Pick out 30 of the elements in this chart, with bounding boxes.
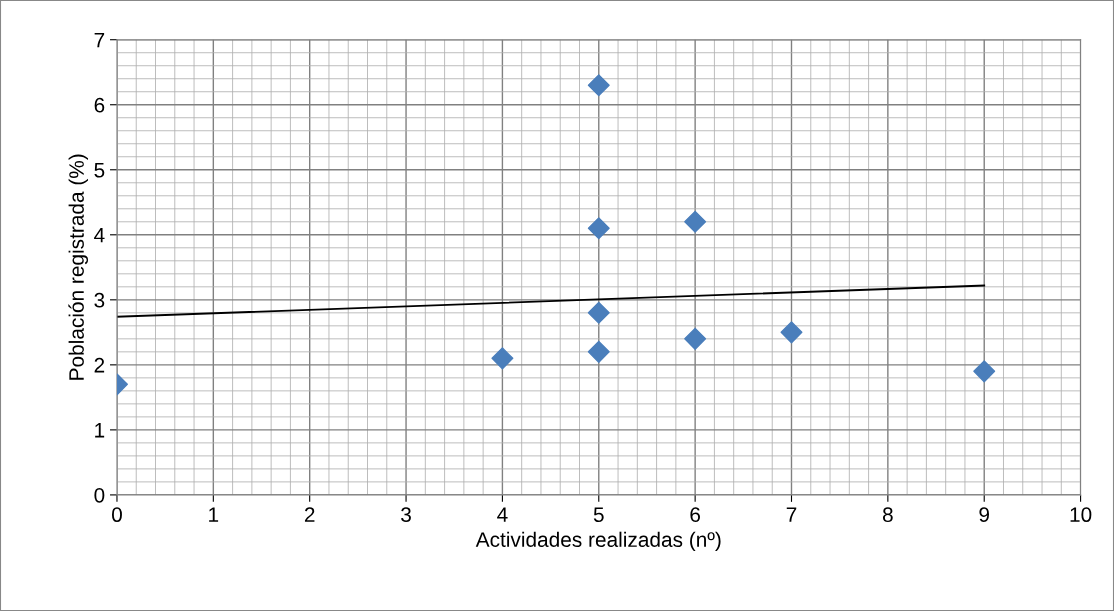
y-tick-label: 0 — [94, 487, 105, 503]
point — [587, 340, 610, 363]
point — [684, 210, 707, 233]
x-tick-label: 0 — [111, 507, 122, 523]
x-tick-label: 10 — [1070, 507, 1092, 523]
point — [587, 74, 610, 97]
point — [780, 321, 803, 344]
x-tick-label: 7 — [786, 507, 797, 522]
x-tick-label: 3 — [401, 507, 411, 523]
y-tick-label: 6 — [94, 97, 105, 113]
point — [491, 347, 514, 370]
x-tick-label: 1 — [209, 507, 219, 522]
y-tick-label: 1 — [95, 423, 105, 438]
point — [973, 360, 996, 383]
x-tick-label: 5 — [593, 507, 604, 523]
x-tick-label: 8 — [882, 507, 893, 523]
y-tick-label: 5 — [94, 162, 105, 178]
x-tick-label: 6 — [690, 507, 701, 523]
x-tick-label: 4 — [497, 507, 508, 522]
y-axis-title: Población registrada (%) — [68, 154, 89, 380]
x-tick-label: 2 — [304, 507, 315, 522]
x-tick-label: 9 — [979, 507, 990, 523]
point — [684, 327, 707, 350]
y-tick-label: 2 — [94, 357, 105, 373]
y-tick-label: 4 — [94, 228, 105, 243]
point — [587, 301, 610, 324]
y-tick-label: 7 — [94, 32, 105, 48]
x-axis-title: Actividades realizadas (nº) — [475, 531, 721, 552]
y-tick-label: 3 — [94, 292, 105, 308]
point — [587, 217, 610, 240]
